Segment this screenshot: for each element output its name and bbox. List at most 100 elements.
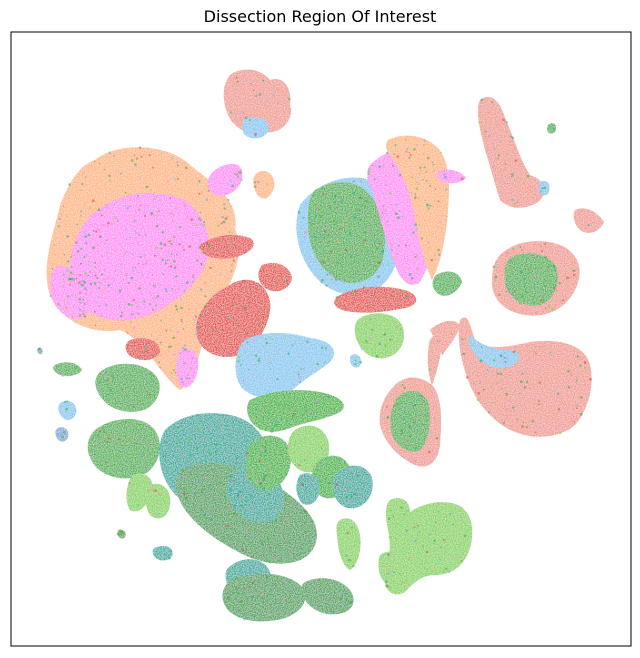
scatter-point: [62, 278, 64, 280]
scatter-point: [84, 271, 87, 275]
scatter-point: [423, 144, 425, 146]
scatter-point: [201, 233, 203, 235]
scatter-point: [348, 217, 351, 219]
scatter-point: [400, 506, 403, 509]
scatter-point: [98, 430, 102, 433]
scatter-point: [330, 278, 333, 281]
scatter-point: [533, 435, 535, 437]
scatter-point: [421, 545, 424, 547]
scatter-point: [111, 375, 114, 378]
scatter-point: [196, 326, 200, 330]
scatter-point: [415, 415, 417, 417]
scatter-point: [124, 448, 127, 451]
scatter-point: [391, 164, 394, 167]
scatter-point: [394, 524, 397, 527]
scatter-point: [187, 497, 190, 500]
scatter-point: [401, 580, 405, 584]
scatter-point: [506, 357, 508, 359]
scatter-point: [319, 233, 322, 236]
scatter-point: [403, 419, 406, 421]
scatter-point: [159, 355, 162, 357]
scatter-point: [209, 518, 213, 522]
scatter-point: [508, 400, 511, 403]
scatter-point: [125, 273, 128, 276]
scatter-point: [116, 532, 120, 536]
scatter-point: [513, 202, 517, 206]
scatter-point: [262, 408, 265, 411]
scatter-point: [476, 398, 480, 402]
scatter-point: [567, 369, 570, 373]
scatter-point: [414, 195, 417, 197]
scatter-point: [428, 440, 430, 442]
scatter-point: [172, 213, 175, 216]
scatter-point: [301, 483, 304, 486]
scatter-point: [368, 167, 371, 170]
scatter-point: [189, 453, 192, 457]
scatter-point: [348, 506, 351, 509]
scatter-point: [243, 444, 245, 446]
scatter-point: [173, 266, 177, 270]
scatter-point: [184, 166, 188, 170]
scatter-point: [488, 111, 490, 113]
scatter-point: [421, 536, 423, 538]
scatter-point: [239, 610, 241, 612]
scatter-point: [101, 328, 104, 330]
scatter-point: [85, 241, 88, 245]
scatter-point: [227, 607, 230, 610]
scatter-point: [78, 255, 80, 257]
scatter-point: [375, 355, 379, 358]
scatter-point: [117, 291, 121, 295]
scatter-point: [349, 293, 353, 296]
scatter-point: [232, 544, 235, 546]
scatter-point: [199, 288, 203, 291]
scatter-point: [91, 237, 93, 240]
cluster-sky-31: [235, 333, 334, 399]
scatter-point: [249, 495, 252, 498]
scatter-point: [571, 261, 574, 264]
scatter-point: [114, 433, 117, 436]
scatter-point: [361, 267, 363, 269]
scatter-point: [246, 357, 249, 359]
scatter-point: [149, 167, 152, 169]
scatter-point: [164, 262, 168, 265]
scatter-point: [370, 217, 372, 219]
scatter-point: [533, 179, 535, 181]
scatter-point: [71, 279, 75, 282]
scatter-point: [92, 246, 95, 250]
scatter-point: [305, 409, 308, 412]
scatter-point: [354, 290, 357, 294]
scatter-point: [426, 248, 428, 250]
scatter-point: [287, 598, 289, 600]
scatter-point: [165, 329, 168, 332]
scatter-point: [429, 384, 432, 386]
scatter-point: [397, 244, 401, 247]
scatter-point: [209, 454, 212, 457]
scatter-point: [544, 297, 547, 300]
scatter-point: [275, 79, 277, 81]
scatter-point: [107, 437, 110, 440]
scatter-point: [264, 454, 267, 456]
scatter-point: [463, 550, 465, 552]
scatter-point: [227, 597, 230, 601]
scatter-point: [525, 302, 528, 305]
scatter-point: [137, 233, 141, 237]
scatter-point: [389, 338, 392, 341]
scatter-point: [344, 306, 346, 309]
scatter-point: [134, 229, 137, 232]
scatter-point: [420, 407, 423, 410]
cluster-peach-8: [253, 170, 275, 199]
scatter-point: [211, 468, 214, 471]
scatter-point: [570, 375, 572, 377]
scatter-point: [506, 252, 509, 255]
scatter-point: [315, 461, 318, 464]
scatter-point: [496, 372, 500, 376]
scatter-point: [173, 290, 175, 292]
scatter-point: [323, 247, 326, 250]
scatter-point: [174, 493, 177, 496]
scatter-point: [429, 184, 431, 187]
scatter-point: [72, 294, 75, 296]
scatter-point: [516, 201, 519, 204]
scatter-point: [332, 206, 335, 208]
scatter-point: [387, 262, 390, 265]
scatter-point: [125, 399, 128, 401]
